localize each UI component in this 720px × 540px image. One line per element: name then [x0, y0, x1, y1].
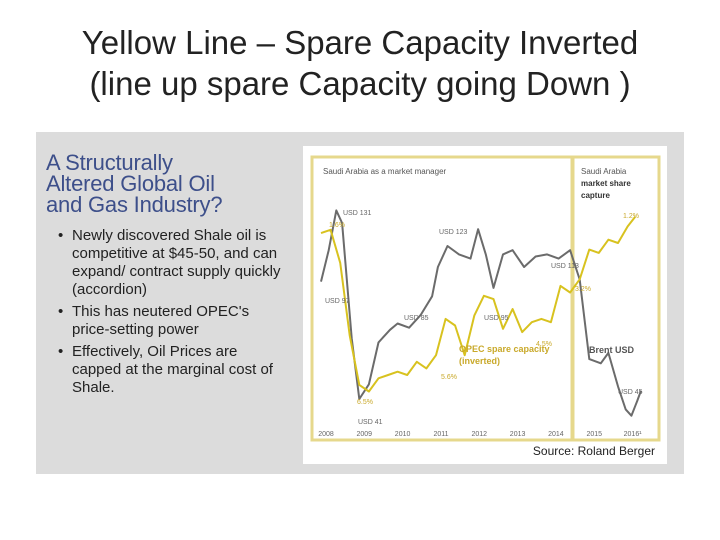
series-line-brent [320, 209, 642, 417]
x-tick-label: 2011 [433, 431, 448, 438]
bullet-dot: • [58, 343, 64, 360]
frame-left-period [310, 155, 574, 442]
annotation-usd-123: USD 123 [439, 229, 468, 236]
annotation-usd-113: USD 113 [551, 263, 579, 270]
annotation-usd-85: USD 85 [404, 315, 429, 322]
annotation-usd-45: USD 45 [618, 389, 643, 396]
bullet-item: • This has neutered OPEC's price-setting … [46, 303, 286, 339]
x-tick-label: 2008 [318, 431, 334, 438]
summary-column: A Structurally Altered Global Oil and Ga… [46, 152, 286, 401]
content-panel: A Structurally Altered Global Oil and Ga… [36, 132, 684, 474]
bullet-dot: • [58, 303, 64, 320]
slide-title-line-1: Yellow Line – Spare Capacity Inverted [81, 24, 639, 61]
x-tick-label: 2012 [472, 431, 488, 438]
bullet-text: Effectively, Oil Prices are capped at th… [72, 343, 273, 396]
x-axis-ticks: 2008 2009 2010 2011 2012 2013 2014 2015 2016¹ [318, 431, 642, 438]
bullet-dot: • [58, 227, 64, 244]
bullet-text: Newly discovered Shale oil is competitiv… [72, 227, 281, 298]
bullet-list: • Newly discovered Shale oil is competiti… [46, 227, 286, 397]
headline-line: A Structurally [46, 150, 173, 175]
annotation-opec-sublabel: (inverted) [459, 356, 500, 366]
annotation-opec-label: OPEC spare capacity [459, 344, 550, 354]
x-tick-label: 2009 [357, 431, 373, 438]
headline-line: and Gas Industry? [46, 192, 223, 217]
header-right-label: Saudi Arabia [581, 167, 627, 176]
annotation-1-2-pct: 1.2% [623, 213, 639, 220]
x-tick-label: 2014 [548, 431, 564, 438]
bullet-item: • Effectively, Oil Prices are capped at t… [46, 343, 286, 397]
header-right-label: capture [581, 191, 610, 200]
annotation-usd-41: USD 41 [358, 419, 383, 426]
x-tick-label: 2013 [510, 431, 526, 438]
series-line-opec [320, 215, 637, 393]
annotation-usd-97: USD 97 [325, 298, 350, 305]
header-left-label: Saudi Arabia as a market manager [323, 167, 447, 176]
x-tick-label: 2016¹ [624, 431, 643, 438]
headline-line: Altered Global Oil [46, 171, 215, 196]
annotation-3-2-pct: 3.2% [575, 286, 591, 293]
annotation-1-6-pct: 1.6% [329, 222, 345, 229]
annotation-usd-131: USD 131 [343, 210, 372, 217]
oil-price-chart: Saudi Arabia as a market manager Saudi A… [310, 155, 661, 442]
bullet-item: • Newly discovered Shale oil is competiti… [46, 227, 286, 299]
slide-title: Yellow Line – Spare Capacity Inverted (l… [0, 22, 720, 104]
slide-title-line-2: (line up spare Capacity going Down ) [89, 65, 631, 102]
panel-headline: A Structurally Altered Global Oil and Ga… [46, 150, 286, 217]
annotation-5-6-pct: 5.6% [441, 374, 457, 381]
bullet-text: This has neutered OPEC's price-setting p… [72, 303, 250, 338]
x-tick-label: 2015 [587, 431, 603, 438]
annotation-4-5-pct: 4.5% [536, 341, 552, 348]
frame-right-period [571, 155, 661, 442]
chart-source: Source: Roland Berger [532, 444, 655, 458]
annotation-6-5-pct: 6.5% [357, 399, 373, 406]
x-tick-label: 2010 [395, 431, 411, 438]
annotation-brent-label: Brent USD [589, 345, 635, 355]
annotation-usd-95: USD 95 [484, 315, 509, 322]
header-right-label: market share [581, 179, 631, 188]
chart-card: Saudi Arabia as a market manager Saudi A… [303, 146, 667, 464]
